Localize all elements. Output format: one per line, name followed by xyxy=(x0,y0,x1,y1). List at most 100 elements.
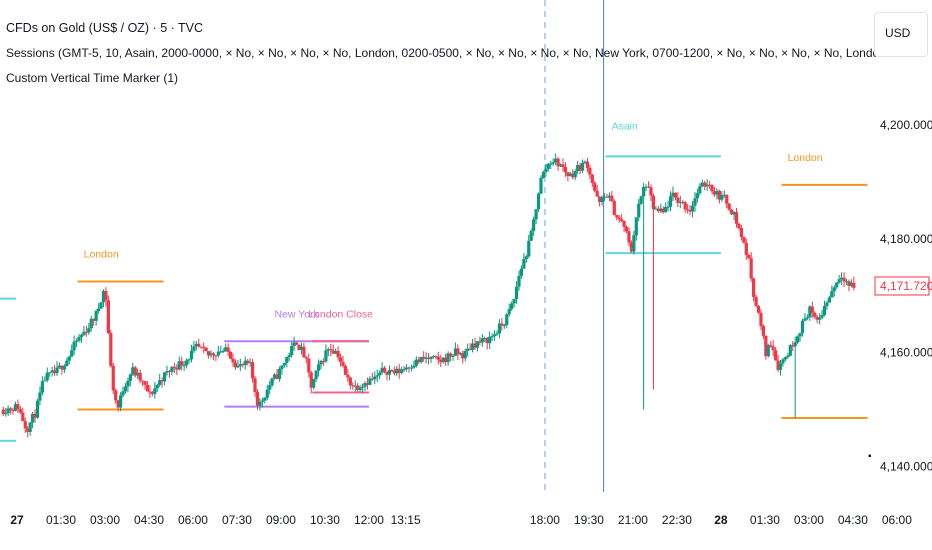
candle-body xyxy=(180,361,184,366)
candle-body xyxy=(138,372,142,381)
time-tick-label: 03:00 xyxy=(90,513,120,527)
candle-body xyxy=(140,380,145,382)
candle-body xyxy=(434,356,438,358)
candle-body xyxy=(610,195,614,202)
candle-body xyxy=(431,356,436,358)
candle-body xyxy=(128,374,132,381)
candle-body xyxy=(617,217,621,220)
candle-body xyxy=(588,167,592,175)
candle-body xyxy=(419,357,423,363)
candle-body xyxy=(263,397,267,401)
candle-body xyxy=(106,300,110,334)
candle-body xyxy=(436,356,440,360)
time-tick-label: 07:30 xyxy=(222,513,252,527)
candle-body xyxy=(734,212,739,224)
candle-body xyxy=(387,370,392,375)
candle-body xyxy=(830,291,834,298)
time-tick-label: 18:00 xyxy=(530,513,560,527)
candle-body xyxy=(769,345,773,347)
candle-body xyxy=(373,376,377,380)
candle-body xyxy=(346,374,350,378)
candle-body xyxy=(165,370,169,373)
session-label: Asain xyxy=(612,120,638,132)
candle-body xyxy=(77,336,81,341)
candle-body xyxy=(739,228,744,237)
candle-body xyxy=(578,165,582,171)
candle-body xyxy=(89,318,93,329)
candle-body xyxy=(319,361,323,365)
candle-body xyxy=(35,400,40,418)
candle-body xyxy=(673,192,678,198)
candle-body xyxy=(6,408,10,414)
candle-body xyxy=(752,278,756,297)
candle-body xyxy=(62,366,66,370)
candle-body xyxy=(688,210,692,212)
candle-body xyxy=(26,428,30,432)
candle-body xyxy=(602,196,607,198)
candle-body xyxy=(52,370,57,374)
candle-body xyxy=(852,282,856,288)
candle-body xyxy=(246,360,250,364)
candle-body xyxy=(87,328,91,333)
candle-body xyxy=(18,409,22,413)
candle-body xyxy=(808,306,812,318)
candle-body xyxy=(441,357,445,363)
candle-body xyxy=(243,360,247,366)
candle-body xyxy=(94,311,98,321)
candle-body xyxy=(9,408,13,411)
candle-body xyxy=(363,383,367,387)
candle-body xyxy=(730,209,734,215)
candle-body xyxy=(593,182,597,191)
candle-body xyxy=(292,342,296,346)
candle-body xyxy=(722,194,726,196)
candle-body xyxy=(101,290,106,303)
candle-body xyxy=(395,368,399,374)
candle-body xyxy=(351,385,355,387)
time-axis[interactable]: 27 01:30 03:00 04:30 06:00 07:30 09:00 10:30 12:… xyxy=(10,513,912,527)
candle-body xyxy=(810,306,814,313)
candle-body xyxy=(365,383,370,385)
candle-body xyxy=(356,385,360,390)
candle-body xyxy=(304,357,308,359)
candle-body xyxy=(490,336,494,338)
candle-body xyxy=(497,323,502,334)
symbol-title[interactable]: CFDs on Gold (US$ / OZ) · 5 · TVC xyxy=(6,21,204,35)
candle-body xyxy=(380,367,384,373)
sessions-indicator-legend[interactable]: Sessions (GMT-5, 10, Asain, 2000-0000, ×… xyxy=(6,46,876,60)
candle-body xyxy=(253,378,257,392)
candle-body xyxy=(155,384,159,389)
candle-body xyxy=(439,359,443,363)
candle-body xyxy=(316,364,321,371)
candle-body xyxy=(158,380,162,385)
scale-marker: ▪ xyxy=(868,451,872,462)
candle-body xyxy=(233,362,238,368)
currency-button[interactable]: USD xyxy=(874,12,928,57)
candle-body xyxy=(30,413,35,423)
candle-body xyxy=(216,351,220,356)
price-axis[interactable]: 4,140.000 4,160.000 4,180.000 4,200.000 4,17… xyxy=(868,118,932,473)
candle-body xyxy=(429,357,433,359)
price-tick-label: 4,200.000 xyxy=(880,118,932,132)
time-marker-indicator-legend[interactable]: Custom Vertical Time Marker (1) xyxy=(6,71,179,85)
time-tick-label: 04:30 xyxy=(838,513,868,527)
candle-body xyxy=(483,338,487,340)
candle-body xyxy=(148,391,152,393)
candle-body xyxy=(211,353,216,356)
session-label: London xyxy=(84,249,119,261)
candle-body xyxy=(580,162,585,171)
time-tick-label: 22:30 xyxy=(662,513,692,527)
candle-body xyxy=(703,182,707,187)
candle-body xyxy=(651,195,656,210)
candle-body xyxy=(280,365,284,369)
candle-body xyxy=(370,378,374,380)
time-tick-label: 01:30 xyxy=(750,513,780,527)
candle-body xyxy=(324,350,328,362)
candle-body xyxy=(551,162,555,164)
candle-body xyxy=(336,350,340,358)
candle-body xyxy=(544,168,548,173)
candle-body xyxy=(221,350,225,352)
candle-body xyxy=(771,346,775,351)
candle-body xyxy=(505,314,509,326)
candle-body xyxy=(385,371,389,375)
